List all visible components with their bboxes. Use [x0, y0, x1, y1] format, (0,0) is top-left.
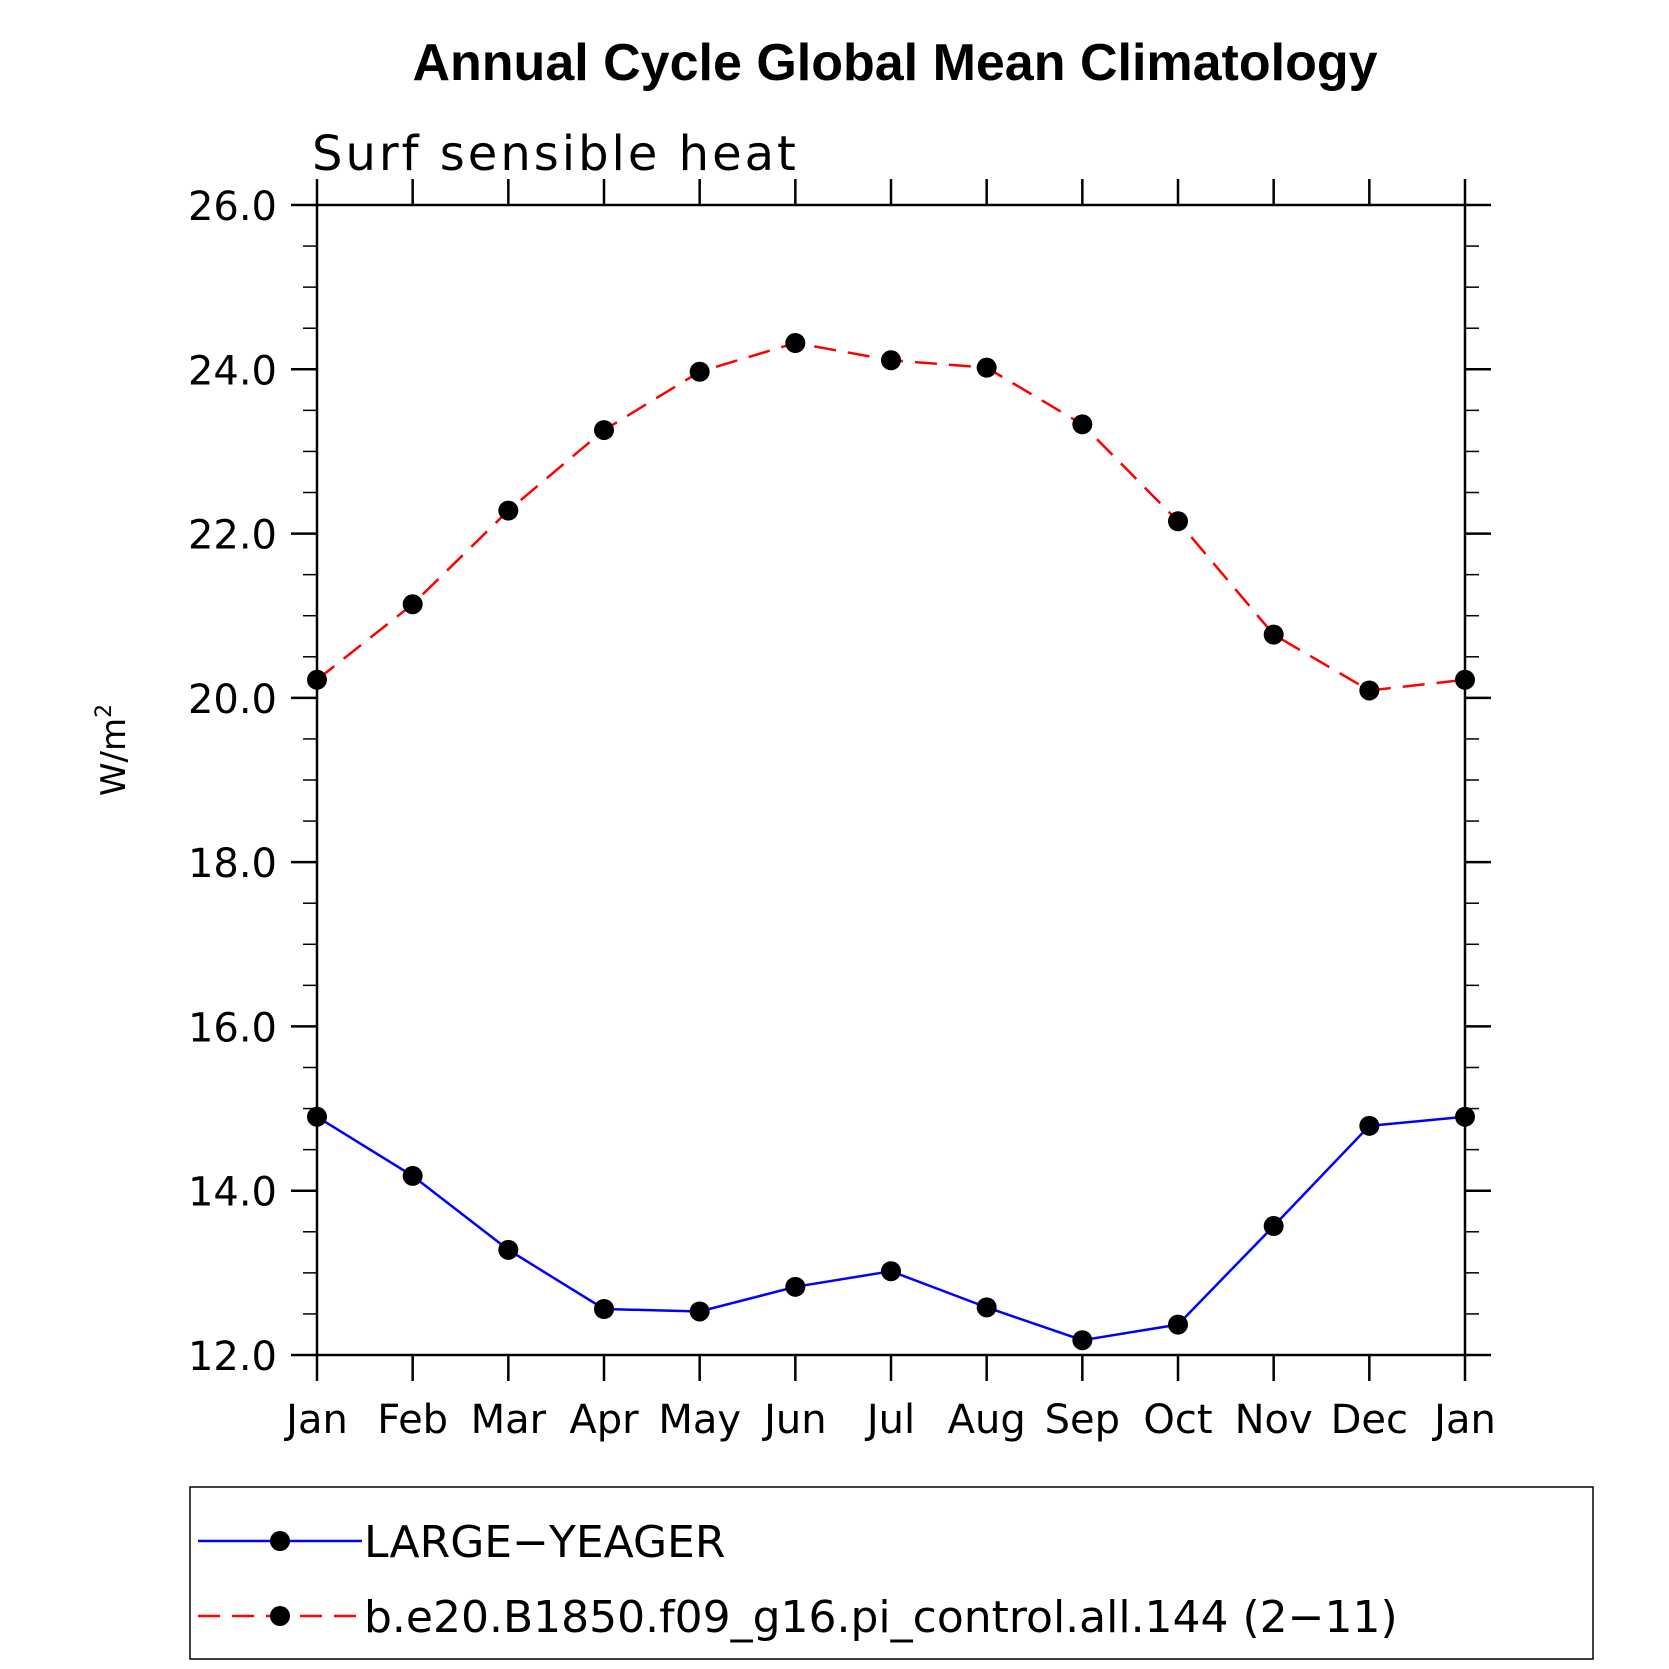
plot-frame	[315, 203, 1467, 1357]
series-2	[307, 333, 1475, 701]
data-point	[594, 420, 614, 441]
data-point	[785, 1276, 806, 1297]
data-point	[402, 1165, 423, 1186]
series-1	[307, 1106, 1475, 1351]
legend-entry: LARGE−YEAGER	[198, 1517, 725, 1568]
data-point	[1168, 511, 1188, 532]
x-tick-label: Dec	[1331, 1397, 1408, 1443]
data-point	[689, 361, 710, 382]
data-point	[1359, 680, 1380, 701]
data-point	[1455, 1106, 1475, 1127]
y-axis-label-superscript: 2	[92, 704, 117, 718]
x-tick-label: Jul	[864, 1397, 915, 1443]
data-point	[307, 669, 327, 690]
x-tick-labels: Jan Feb Mar Apr May Jun Jul Aug Sep Oct Nov Dec Jan	[283, 1397, 1496, 1443]
chart-title: Annual Cycle Global Mean Climatology	[412, 34, 1377, 92]
legend: LARGE−YEAGER b.e20.B1850.f09_g16.pi_contr…	[189, 1486, 1594, 1660]
data-point	[498, 1239, 519, 1260]
y-tick-label: 22.0	[188, 513, 277, 559]
y-tick-label: 14.0	[188, 1170, 277, 1216]
legend-marker	[270, 1531, 290, 1551]
data-point	[785, 333, 806, 353]
x-tick-label: Oct	[1143, 1397, 1212, 1443]
data-point	[594, 1299, 614, 1319]
y-tick-label: 18.0	[188, 841, 277, 887]
data-point	[1455, 669, 1475, 690]
x-tick-label: Apr	[569, 1397, 639, 1443]
plot-border	[315, 203, 1467, 1357]
chart-subtitle: Surf sensible heat	[312, 126, 799, 182]
y-tick-label: 20.0	[188, 677, 277, 723]
legend-entry: b.e20.B1850.f09_g16.pi_control.all.144 (…	[198, 1592, 1398, 1643]
x-tick-label: Jun	[761, 1397, 827, 1443]
data-point	[881, 350, 901, 371]
data-point	[498, 500, 519, 521]
x-tick-label: Sep	[1045, 1397, 1120, 1443]
x-tick-label: Nov	[1235, 1397, 1313, 1443]
y-tick-labels: 12.0 14.0 16.0 18.0 20.0 22.0 24.0 26.0	[188, 184, 277, 1380]
data-point	[1263, 624, 1284, 645]
y-tick-label: 12.0	[188, 1334, 277, 1380]
y-tick-label: 16.0	[188, 1005, 277, 1051]
legend-label: LARGE−YEAGER	[364, 1517, 725, 1568]
data-point	[1263, 1216, 1284, 1237]
series-line	[316, 1115, 1466, 1342]
x-tick-label: May	[658, 1397, 741, 1443]
y-axis-label: W/m2	[92, 704, 134, 796]
series-line	[316, 341, 1466, 692]
data-point	[1072, 414, 1093, 435]
data-point	[881, 1261, 901, 1282]
y-tick-label: 24.0	[188, 348, 277, 394]
x-tick-label: Aug	[948, 1397, 1026, 1443]
data-point	[307, 1106, 327, 1127]
data-point	[976, 357, 997, 378]
y-axis-label-unit: W/m	[94, 718, 134, 796]
data-point	[689, 1301, 710, 1322]
x-tick-label: Feb	[377, 1397, 448, 1443]
data-point	[1168, 1314, 1188, 1335]
legend-marker	[270, 1606, 290, 1626]
data-point	[402, 594, 423, 615]
x-tick-label: Mar	[471, 1397, 547, 1443]
y-tick-label: 26.0	[188, 184, 277, 230]
data-point	[1359, 1115, 1380, 1136]
x-tick-label: Jan	[283, 1397, 348, 1443]
legend-label: b.e20.B1850.f09_g16.pi_control.all.144 (…	[364, 1592, 1398, 1643]
data-point	[1072, 1330, 1093, 1351]
series-layer	[307, 333, 1475, 1351]
svg-text:W/m2: W/m2	[92, 704, 134, 796]
legend-box	[189, 1486, 1594, 1660]
data-point	[976, 1297, 997, 1318]
x-tick-label: Jan	[1431, 1397, 1496, 1443]
